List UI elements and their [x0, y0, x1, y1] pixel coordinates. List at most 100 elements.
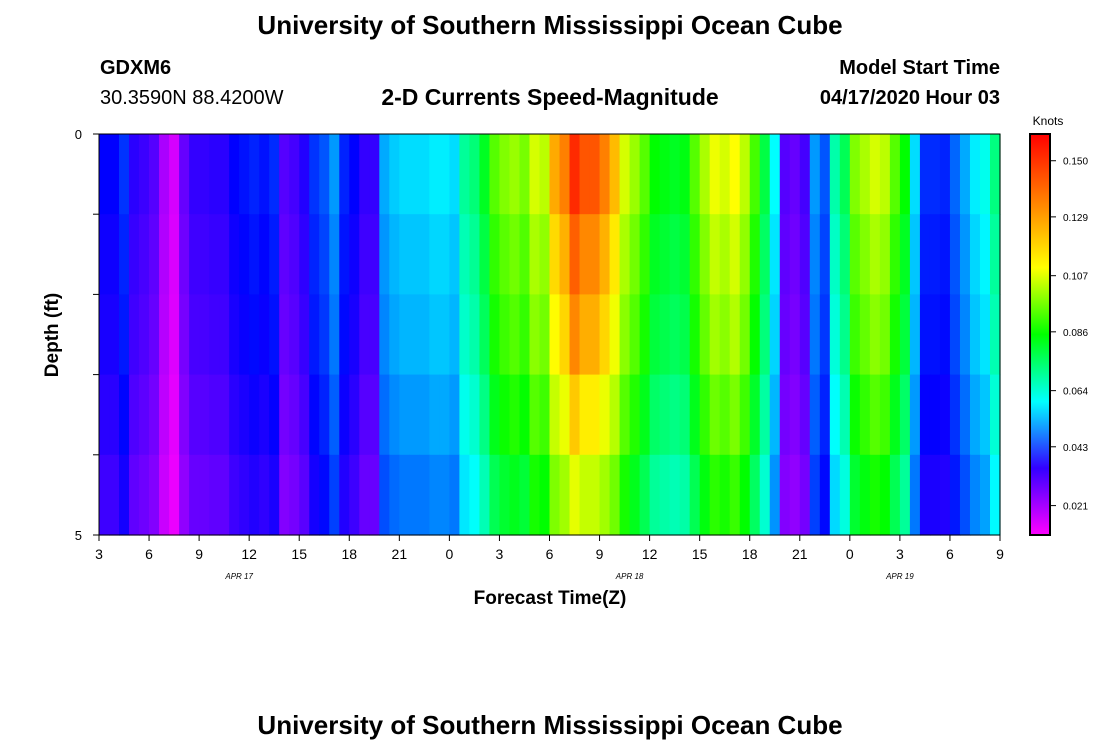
heatmap-cell — [429, 214, 440, 295]
heatmap-cell — [819, 294, 831, 376]
heatmap-cell — [929, 294, 941, 376]
heatmap-cell — [689, 454, 701, 536]
heatmap-cell — [509, 374, 521, 456]
heatmap-cell — [879, 214, 891, 295]
heatmap-cell — [209, 134, 220, 215]
date-label: APR 19 — [885, 572, 914, 581]
heatmap-cell — [559, 294, 571, 376]
heatmap-cell — [339, 374, 350, 456]
heatmap-cell — [429, 454, 440, 536]
heatmap-cell — [319, 134, 330, 215]
heatmap-cell — [679, 454, 691, 536]
heatmap-cell — [959, 214, 971, 295]
heatmap-cell — [879, 454, 891, 536]
heatmap-cell — [829, 374, 841, 456]
heatmap-cell — [279, 294, 290, 376]
heatmap-cell — [439, 294, 450, 376]
heatmap-cell — [379, 374, 390, 456]
date-label: APR 18 — [615, 572, 644, 581]
heatmap-cell — [239, 214, 250, 295]
heatmap-cell — [329, 454, 340, 536]
heatmap-cell — [589, 294, 601, 376]
heatmap-cell — [759, 454, 771, 536]
heatmap-cell — [409, 454, 420, 536]
heatmap-cell — [969, 454, 981, 536]
heatmap-cell — [539, 454, 551, 536]
heatmap-cell — [419, 374, 430, 456]
heatmap-cell — [989, 454, 1001, 536]
heatmap-cell — [699, 294, 711, 376]
heatmap-cell — [399, 214, 410, 295]
heatmap-cell — [199, 454, 210, 536]
heatmap-cell — [589, 374, 601, 456]
heatmap-cell — [619, 294, 631, 376]
heatmap-cell — [609, 214, 621, 295]
heatmap-cell — [269, 214, 280, 295]
heatmap-cell — [899, 374, 911, 456]
heatmap-cell — [109, 454, 120, 536]
heatmap-cell — [549, 214, 561, 295]
x-tick-label: 12 — [642, 546, 658, 562]
heatmap-cell — [209, 374, 220, 456]
heatmap-cell — [139, 214, 150, 295]
heatmap-cell — [549, 294, 561, 376]
heatmap-cell — [229, 134, 240, 215]
x-tick-label: 9 — [195, 546, 203, 562]
heatmap-cell — [249, 454, 260, 536]
heatmap-cell — [289, 374, 300, 456]
heatmap-cell — [699, 214, 711, 295]
heatmap-cell — [219, 214, 230, 295]
heatmap-cell — [409, 294, 420, 376]
heatmap-cell — [579, 214, 591, 295]
heatmap-cell — [469, 374, 481, 456]
page-title: University of Southern Mississippi Ocean… — [257, 10, 843, 40]
heatmap-cell — [579, 374, 591, 456]
heatmap-cell — [799, 294, 811, 376]
heatmap-cell — [809, 454, 821, 536]
footer-title: University of Southern Mississippi Ocean… — [257, 710, 843, 740]
heatmap-cell — [149, 134, 160, 215]
colorbar-tick-label: 0.043 — [1063, 443, 1088, 454]
heatmap-cell — [489, 454, 501, 536]
heatmap-cell — [219, 134, 230, 215]
heatmap-cell — [159, 134, 170, 215]
heatmap-cell — [469, 454, 481, 536]
heatmap-cell — [379, 214, 390, 295]
model-start-time: 04/17/2020 Hour 03 — [819, 87, 1000, 109]
heatmap-cell — [159, 214, 170, 295]
heatmap-cell — [509, 454, 521, 536]
heatmap-cell — [789, 214, 801, 295]
heatmap-cells — [99, 134, 1001, 536]
x-tick-label: 18 — [742, 546, 758, 562]
heatmap-cell — [489, 214, 501, 295]
heatmap-cell — [139, 374, 150, 456]
heatmap-cell — [419, 294, 430, 376]
heatmap-cell — [109, 294, 120, 376]
heatmap-cell — [179, 294, 190, 376]
heatmap-cell — [799, 134, 811, 215]
heatmap-cell — [389, 454, 400, 536]
heatmap-cell — [639, 374, 651, 456]
heatmap-cell — [319, 294, 330, 376]
heatmap-cell — [939, 134, 951, 215]
heatmap-cell — [239, 374, 250, 456]
heatmap-cell — [849, 454, 861, 536]
heatmap-cell — [809, 214, 821, 295]
heatmap-cell — [389, 294, 400, 376]
heatmap-cell — [829, 454, 841, 536]
heatmap-cell — [319, 374, 330, 456]
heatmap-cell — [629, 294, 641, 376]
heatmap-cell — [609, 374, 621, 456]
heatmap-cell — [219, 374, 230, 456]
heatmap-cell — [689, 374, 701, 456]
heatmap-cell — [519, 294, 531, 376]
heatmap-cell — [729, 454, 741, 536]
heatmap-cell — [929, 454, 941, 536]
heatmap-cell — [649, 374, 661, 456]
heatmap-cell — [599, 294, 611, 376]
heatmap-cell — [849, 374, 861, 456]
y-axis — [93, 133, 99, 536]
heatmap-cell — [179, 374, 190, 456]
heatmap-cell — [199, 134, 210, 215]
heatmap-cell — [409, 374, 420, 456]
